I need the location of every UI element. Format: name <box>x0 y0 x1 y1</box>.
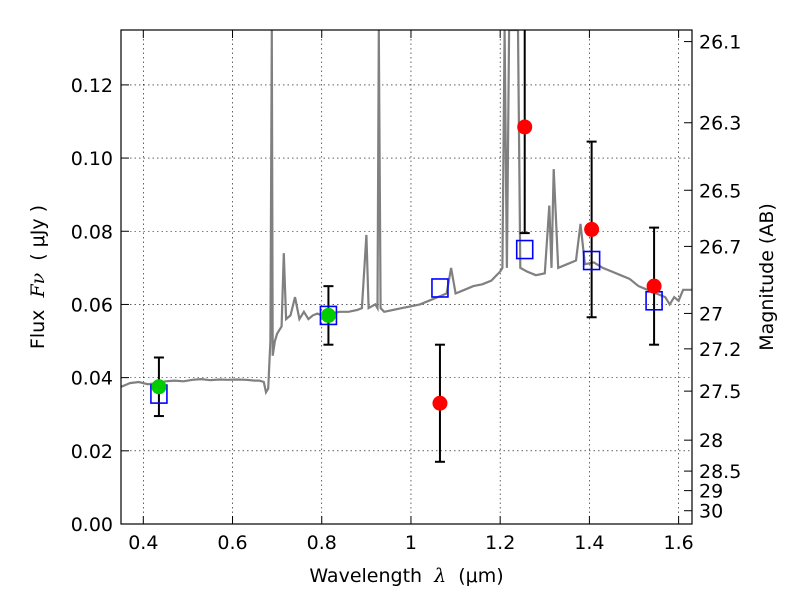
x-tick-label: 0.4 <box>128 532 158 554</box>
observed-point <box>517 119 533 135</box>
y2-tick-label: 26.7 <box>699 236 741 258</box>
y2-tick-label: 26.1 <box>699 32 741 54</box>
plot-frame <box>120 29 693 525</box>
x-axis-label: Wavelength λ (μm) <box>309 565 503 587</box>
x-tick-label: 1.4 <box>574 532 604 554</box>
right-axis-label: Magnitude (AB) <box>756 203 778 351</box>
x-tick-label: 1 <box>405 532 417 554</box>
y2-tick-label: 29 <box>699 481 723 503</box>
y-tick-label: 0.00 <box>71 514 113 536</box>
observed-point <box>432 395 448 411</box>
x-tick-label: 1.6 <box>664 532 694 554</box>
model-square-marker <box>515 239 534 260</box>
spectrum-line <box>121 30 692 396</box>
observed-point <box>151 379 167 395</box>
y-tick-label: 0.04 <box>71 368 113 390</box>
y2-tick-label: 28.5 <box>699 461 741 483</box>
y-axis-label: Flux Fν ( μJy ) <box>27 205 49 349</box>
x-tick-label: 0.8 <box>307 532 337 554</box>
y-tick-label: 0.08 <box>71 221 113 243</box>
tick-layer: 0.4 0.6 0.8 1 1.2 1.4 1.6 0.00 0.02 0.04 0.06 0.08 0… <box>71 30 741 554</box>
spectrum-layer <box>121 30 692 396</box>
observed-point <box>584 221 600 237</box>
observed-point <box>646 278 662 294</box>
model-square-marker <box>431 278 449 298</box>
model-square-marker <box>319 305 338 326</box>
x-tick-label: 0.6 <box>217 532 247 554</box>
y-tick-label: 0.02 <box>71 441 113 463</box>
y2-tick-label: 26.3 <box>699 113 741 135</box>
y-tick-label: 0.12 <box>71 75 113 97</box>
y-tick-label: 0.10 <box>71 148 113 170</box>
y2-tick-label: 27 <box>699 303 723 325</box>
observed-point <box>320 307 336 323</box>
model-square-marker <box>582 250 601 271</box>
observed-layer <box>151 119 662 411</box>
y2-tick-label: 28 <box>699 430 723 452</box>
x-tick-label: 1.2 <box>485 532 515 554</box>
y2-tick-label: 27.2 <box>699 339 741 361</box>
y2-tick-label: 30 <box>699 501 723 523</box>
y2-tick-label: 27.5 <box>699 381 741 403</box>
y2-tick-label: 26.5 <box>699 180 741 202</box>
y-tick-label: 0.06 <box>71 294 113 316</box>
